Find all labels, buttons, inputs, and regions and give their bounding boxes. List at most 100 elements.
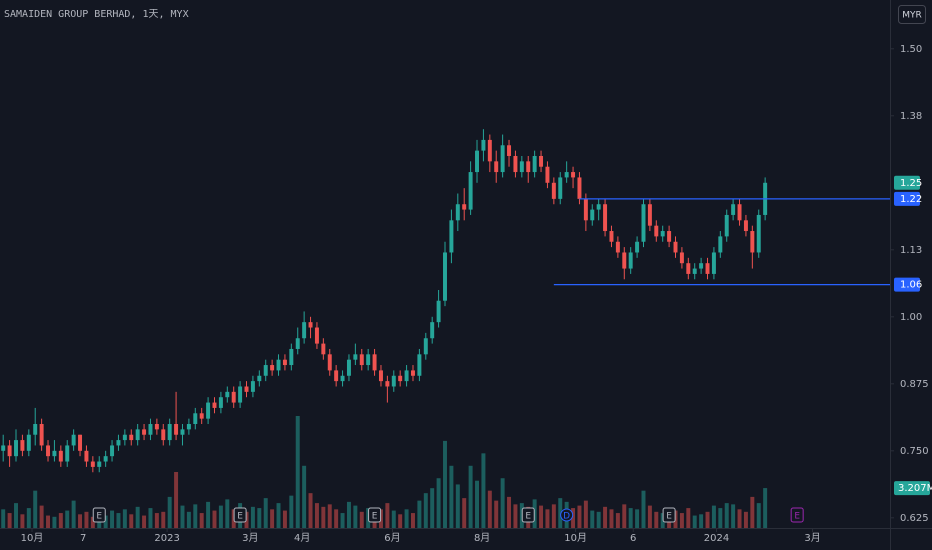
event-label[interactable]: E (372, 512, 378, 522)
candle-body (564, 172, 569, 178)
currency-label[interactable]: MYR (902, 11, 922, 21)
candle-body (14, 440, 18, 457)
candle-body (443, 252, 447, 301)
volume-bar (1, 509, 6, 528)
candle-body (65, 445, 70, 462)
candle-body (90, 461, 95, 467)
x-tick-label: 3月 (242, 532, 258, 544)
volume-bar (596, 511, 601, 528)
volume-bar (154, 513, 159, 528)
candle-body (724, 214, 729, 237)
candle-body (526, 161, 531, 173)
volume-bar (507, 496, 512, 528)
event-marker[interactable] (92, 507, 106, 523)
volume-bar (327, 504, 332, 528)
candle-body (571, 172, 576, 178)
candle-body (667, 231, 672, 242)
event-marker[interactable] (560, 508, 574, 522)
candle-body (103, 456, 108, 462)
candle-body (385, 381, 390, 387)
volume-bar (763, 488, 768, 528)
candle-body (513, 155, 518, 173)
candle-body (366, 354, 371, 366)
candle-body (660, 231, 665, 237)
candle-body (129, 434, 134, 441)
candle-body (308, 322, 313, 328)
volume-bar (449, 465, 454, 528)
candle-body (263, 365, 268, 376)
event-label[interactable]: E (96, 512, 102, 522)
volume-bar (14, 503, 18, 528)
volume-bar (705, 511, 710, 528)
x-tick-label: 3月 (804, 532, 820, 544)
candle-body (359, 354, 364, 366)
event-label[interactable]: E (794, 512, 800, 522)
candle-body (481, 139, 486, 151)
candle-body (110, 445, 115, 457)
volume-bar (167, 496, 172, 528)
event-label[interactable]: E (237, 512, 243, 522)
price-tag (894, 277, 920, 292)
candle-body (180, 429, 185, 435)
volume-bar (135, 506, 140, 528)
candle-body (647, 204, 652, 226)
candle-body (154, 424, 159, 430)
volume-bar (679, 513, 684, 528)
volume-bar (65, 510, 70, 528)
event-label[interactable]: D (563, 512, 570, 522)
event-marker[interactable] (233, 507, 247, 523)
volume-bar (71, 500, 76, 528)
volume-bar (250, 506, 255, 528)
candle-body (711, 252, 716, 274)
candle-body (282, 359, 287, 366)
y-tick-label: 1.00 (900, 312, 922, 323)
x-tick-label: 10月 (564, 532, 587, 544)
volume-bar (718, 508, 723, 528)
candle-body (218, 397, 223, 408)
volume-bar (129, 514, 134, 528)
candle-body (225, 391, 230, 398)
volume-bar (590, 510, 595, 528)
x-tick-label: 6 (630, 533, 636, 544)
event-label[interactable]: E (666, 512, 672, 522)
candle-body (699, 263, 704, 269)
volume-bar (756, 503, 761, 528)
event-marker[interactable] (521, 507, 535, 523)
candle-body (84, 450, 89, 462)
candle-body (475, 150, 479, 173)
volume-bar (743, 511, 748, 528)
x-tick-label: 6月 (384, 532, 400, 544)
volume-bar (423, 493, 428, 528)
volume-bar (635, 509, 640, 528)
candle-body (276, 359, 281, 371)
volume-bar (33, 490, 38, 528)
candle-body (97, 461, 102, 467)
volume-bar (103, 515, 108, 528)
currency-button[interactable] (898, 5, 926, 24)
volume-bar (609, 509, 614, 528)
candle-body (7, 445, 12, 457)
volume-bar (654, 511, 659, 528)
event-marker[interactable] (662, 507, 676, 523)
candle-body (494, 161, 499, 173)
candle-body (52, 450, 57, 457)
volume-bar (78, 514, 83, 528)
volume-bar (148, 508, 153, 528)
candle-body (718, 236, 723, 253)
event-marker[interactable] (368, 507, 382, 523)
volume-bar (571, 508, 576, 528)
event-marker[interactable] (790, 507, 804, 523)
volume-bar (686, 508, 691, 528)
event-label[interactable]: E (525, 512, 531, 522)
candle-body (391, 375, 396, 387)
volume-bar (46, 515, 51, 528)
volume-bar (455, 484, 460, 528)
volume-bar (193, 504, 198, 528)
candle-body (78, 434, 83, 451)
candle-body (423, 338, 428, 355)
candle-body (148, 424, 153, 435)
volume-bar (186, 511, 191, 528)
volume-bar (110, 510, 115, 528)
